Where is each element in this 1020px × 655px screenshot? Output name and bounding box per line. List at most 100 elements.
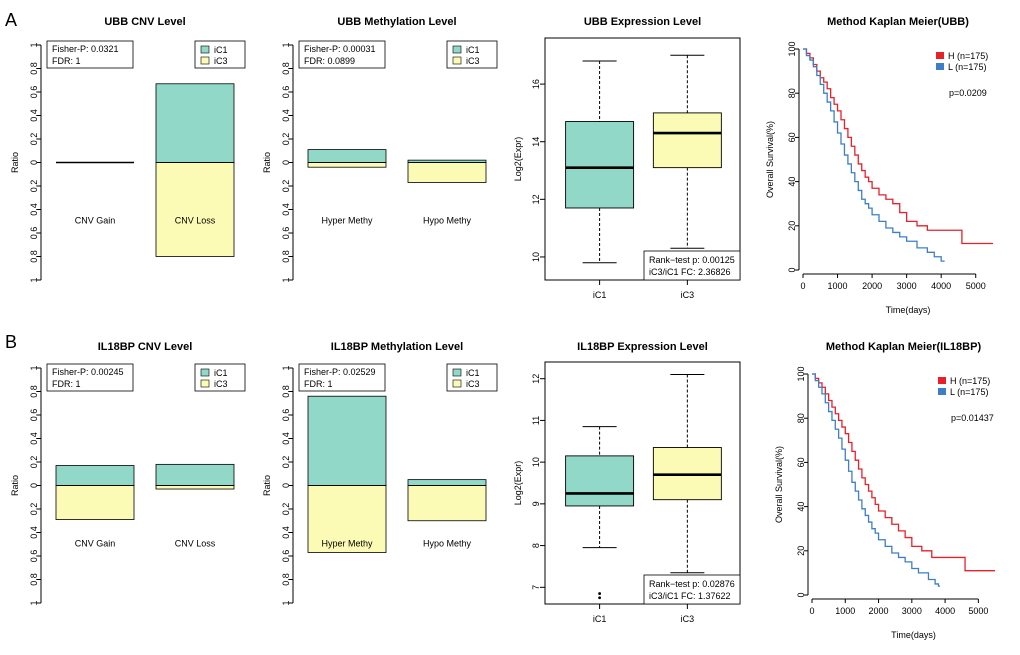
- x-tick-label: iC1: [593, 614, 607, 624]
- legend-label-ic1: iC1: [214, 368, 228, 378]
- stats-box: [298, 40, 386, 69]
- bar-ic3-cnv-loss: [155, 162, 235, 257]
- legend-label-ic1: iC1: [214, 45, 228, 55]
- y-tick-label: 0: [281, 483, 291, 488]
- y-tick-label: 10: [531, 457, 541, 467]
- category-label: CNV Gain: [75, 539, 116, 549]
- y-tick-label: 20: [787, 221, 797, 231]
- y-tick-label: 0.8: [281, 573, 291, 586]
- y-tick-label: 0.2: [29, 503, 39, 516]
- y-tick-label: 7: [531, 585, 541, 590]
- y-tick-label: 60: [796, 457, 806, 467]
- x-tick-label: 2000: [862, 281, 882, 291]
- bar-ic3-hyper-methy: [307, 485, 387, 553]
- y-tick-label: 0: [796, 592, 806, 597]
- y-tick-label: 0.2: [29, 133, 39, 146]
- legend-swatch-ic3: [200, 379, 210, 388]
- stats-fold-change: iC3/iC1 FC: 1.37622: [649, 591, 731, 601]
- y-tick-label: 12: [531, 374, 541, 384]
- x-tick-label: 0: [800, 281, 805, 291]
- y-tick-label: 0.8: [29, 385, 39, 398]
- y-tick-label: 11: [531, 416, 541, 425]
- bar-ic1-hyper-methy: [307, 395, 387, 486]
- y-tick-label: 0.2: [29, 456, 39, 469]
- y-axis-label: Ratio: [10, 475, 20, 496]
- y-tick-label: 1: [281, 600, 291, 605]
- y-tick-label: 0.4: [29, 432, 39, 445]
- box-chart-ubb_expr: UBB Expression Level 10 12 14 16 Log2(Expr) iC…: [513, 16, 741, 300]
- y-tick-label: 0.4: [281, 109, 291, 122]
- legend-swatch-ic3: [200, 56, 210, 65]
- stats-box: [46, 40, 134, 69]
- category-label: Hypo Methy: [423, 539, 472, 549]
- y-tick-label: 0.2: [281, 503, 291, 516]
- stats-fdr: FDR: 1: [52, 56, 81, 66]
- x-tick-label: 3000: [897, 281, 917, 291]
- stats-box: [643, 250, 741, 281]
- legend-label-ic3: iC3: [214, 379, 228, 389]
- y-tick-label: 0.6: [281, 409, 291, 422]
- panel-letter-a: A: [5, 10, 17, 30]
- category-label: Hypo Methy: [423, 216, 472, 226]
- y-tick-label: 16: [531, 79, 541, 89]
- chart-title: UBB Methylation Level: [337, 16, 456, 28]
- y-tick-label: 8: [531, 543, 541, 548]
- y-tick-label: 1: [29, 277, 39, 282]
- x-tick-label: 5000: [968, 606, 988, 616]
- bar-ic1-cnv-loss: [155, 83, 235, 163]
- outlier-point: [598, 596, 601, 600]
- y-axis-label: Overall Survival(%): [765, 121, 775, 198]
- legend-swatch-ic1: [200, 45, 210, 54]
- bar-ic3-hypo-methy: [407, 485, 487, 522]
- y-tick-label: 0.8: [29, 62, 39, 75]
- x-tick-label: 1000: [835, 606, 855, 616]
- y-tick-label: 20: [796, 546, 806, 556]
- legend-label-ic3: iC3: [214, 56, 228, 66]
- category-label: CNV Gain: [75, 216, 116, 226]
- x-tick-label: iC3: [681, 614, 695, 624]
- y-tick-label: 0.2: [281, 133, 291, 146]
- stats-box: [298, 363, 386, 392]
- stats-fisher-p: Fisher-P: 0.00245: [52, 367, 124, 377]
- x-tick-label: iC3: [681, 290, 695, 300]
- stats-rank-test: Rank−test p: 0.02876: [649, 579, 735, 589]
- bar-chart-il18bp_cnv: IL18BP CNV Level 1 0.8 0.6 0.4 0.2 0 0.2 0.4 0.6 0…: [10, 341, 246, 606]
- y-tick-label: 1: [29, 42, 39, 47]
- y-tick-label: 0.8: [281, 385, 291, 398]
- y-tick-label: 0.8: [29, 573, 39, 586]
- stats-fdr: FDR: 1: [52, 379, 81, 389]
- y-axis-label: Log2(Expr): [513, 137, 523, 182]
- x-tick-label: 1000: [828, 281, 848, 291]
- legend-swatch-high: [938, 377, 946, 384]
- y-tick-label: 0.4: [281, 526, 291, 539]
- chart-title: IL18BP Expression Level: [577, 341, 708, 353]
- y-tick-label: 0.8: [29, 250, 39, 263]
- stats-fdr: FDR: 0.0899: [304, 56, 355, 66]
- km-curve-low: [803, 48, 945, 262]
- stats-fdr: FDR: 1: [304, 379, 333, 389]
- bar-ic1-cnv-loss: [155, 463, 235, 486]
- outlier-point: [598, 592, 601, 595]
- km-pvalue: p=0.01437: [951, 413, 994, 423]
- chart-title: IL18BP CNV Level: [98, 341, 193, 353]
- y-tick-label: 0.6: [29, 550, 39, 563]
- y-tick-label: 1: [281, 42, 291, 47]
- chart-title: Method Kaplan Meier(UBB): [827, 16, 969, 28]
- y-tick-label: 10: [531, 252, 541, 262]
- x-tick-label: 5000: [966, 281, 986, 291]
- km-curve-high: [803, 48, 993, 245]
- legend-swatch-low: [938, 388, 946, 395]
- y-tick-label: 0: [29, 160, 39, 165]
- bar-ic1-hyper-methy: [307, 149, 387, 163]
- chart-title: Method Kaplan Meier(IL18BP): [826, 341, 982, 353]
- x-tick-label: 2000: [869, 606, 889, 616]
- plot-frame: [544, 361, 741, 605]
- y-tick-label: 0.4: [29, 526, 39, 539]
- legend-label-high: H (n=175): [950, 376, 990, 386]
- bar-chart-ubb_cnv: UBB CNV Level 1 0.8 0.6 0.4 0.2 0 0.2 0.4 0.6 0.8 1…: [10, 16, 246, 283]
- stats-rank-test: Rank−test p: 0.00125: [649, 255, 735, 265]
- y-tick-label: 40: [787, 177, 797, 187]
- legend-label-ic3: iC3: [466, 379, 480, 389]
- y-tick-label: 60: [787, 132, 797, 142]
